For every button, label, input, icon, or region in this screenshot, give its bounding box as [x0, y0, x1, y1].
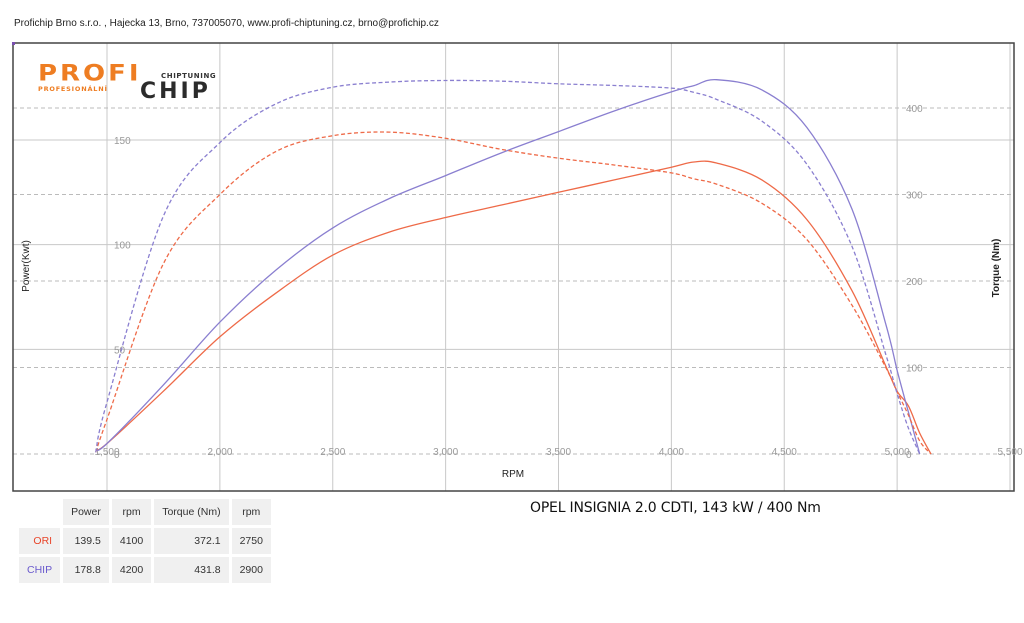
y-axis-title: Power(Kwt) — [21, 240, 32, 292]
torque-tick-label: 100 — [906, 364, 923, 375]
torque-tick-label: 200 — [906, 277, 923, 288]
torque-tick-label: 0 — [906, 450, 912, 461]
summary-row-ori: ORI 139.5 4100 372.1 2750 — [19, 528, 271, 554]
header-power-rpm: rpm — [111, 499, 152, 525]
power-tick-label: 50 — [114, 345, 126, 356]
contact-header: Profichip Brno s.r.o. , Hajecka 13, Brno… — [14, 18, 439, 29]
header-torque: Torque (Nm) — [154, 499, 229, 525]
torque-tick-label: 400 — [906, 104, 923, 115]
ori-power: 139.5 — [63, 528, 109, 554]
summary-table: Power rpm Torque (Nm) rpm ORI 139.5 4100… — [16, 496, 274, 586]
logo-profi: PROFI — [38, 60, 142, 86]
x-tick-label: 2,500 — [320, 447, 345, 458]
power-tick-label: 0 — [114, 450, 120, 461]
ori-torque-rpm: 2750 — [231, 528, 271, 554]
x-axis-title: RPM — [502, 469, 524, 480]
ori-torque: 372.1 — [154, 528, 229, 554]
summary-header-row: Power rpm Torque (Nm) rpm — [19, 499, 271, 525]
x-tick-label: 3,500 — [546, 447, 571, 458]
y2-axis-title: Torque (Nm) — [991, 239, 1002, 298]
chip-power: 178.8 — [63, 557, 109, 583]
logo-chip: CHIP — [140, 79, 211, 104]
profichip-logo: PROFI PROFESIONÁLNÍ CHIPTUNING CHIP — [38, 60, 216, 104]
tick-labels: 1,500 2,000 2,500 3,000 3,500 4,000 4,500 5,000… — [94, 104, 1022, 461]
chip-torque-curve — [95, 79, 921, 455]
ori-power-rpm: 4100 — [111, 528, 152, 554]
chip-torque: 431.8 — [154, 557, 229, 583]
power-grid — [13, 139, 1014, 350]
row-label-ori: ORI — [19, 528, 61, 554]
car-title: OPEL INSIGNIA 2.0 CDTI, 143 kW / 400 Nm — [530, 500, 821, 516]
summary-row-chip: CHIP 178.8 4200 431.8 2900 — [19, 557, 271, 583]
chip-power-curve — [95, 79, 921, 455]
power-tick-label: 150 — [114, 136, 131, 147]
torque-tick-label: 300 — [906, 191, 923, 202]
row-label-chip: CHIP — [19, 557, 61, 583]
x-tick-label: 3,000 — [433, 447, 458, 458]
power-tick-label: 100 — [114, 241, 131, 252]
x-tick-label: 5,500 — [997, 447, 1022, 458]
series-lines — [95, 79, 932, 455]
torque-grid — [13, 107, 1014, 455]
header-power: Power — [63, 499, 109, 525]
plot-frame — [12, 42, 1015, 492]
chip-torque-rpm: 2900 — [231, 557, 271, 583]
header-torque-rpm: rpm — [231, 499, 271, 525]
x-tick-label: 1,500 — [94, 447, 119, 458]
frame-corner-marker — [12, 42, 15, 45]
ori-torque-curve — [95, 131, 932, 455]
x-tick-label: 4,500 — [772, 447, 797, 458]
ori-power-curve — [95, 160, 932, 455]
x-tick-label: 2,000 — [207, 447, 232, 458]
header-empty-cell — [19, 499, 60, 525]
x-tick-label: 4,000 — [659, 447, 684, 458]
x-tick-label: 5,000 — [885, 447, 910, 458]
chip-power-rpm: 4200 — [111, 557, 152, 583]
logo-profesionalni: PROFESIONÁLNÍ — [38, 84, 108, 93]
logo-chiptuning: CHIPTUNING — [161, 72, 216, 80]
vertical-grid — [106, 43, 1011, 491]
